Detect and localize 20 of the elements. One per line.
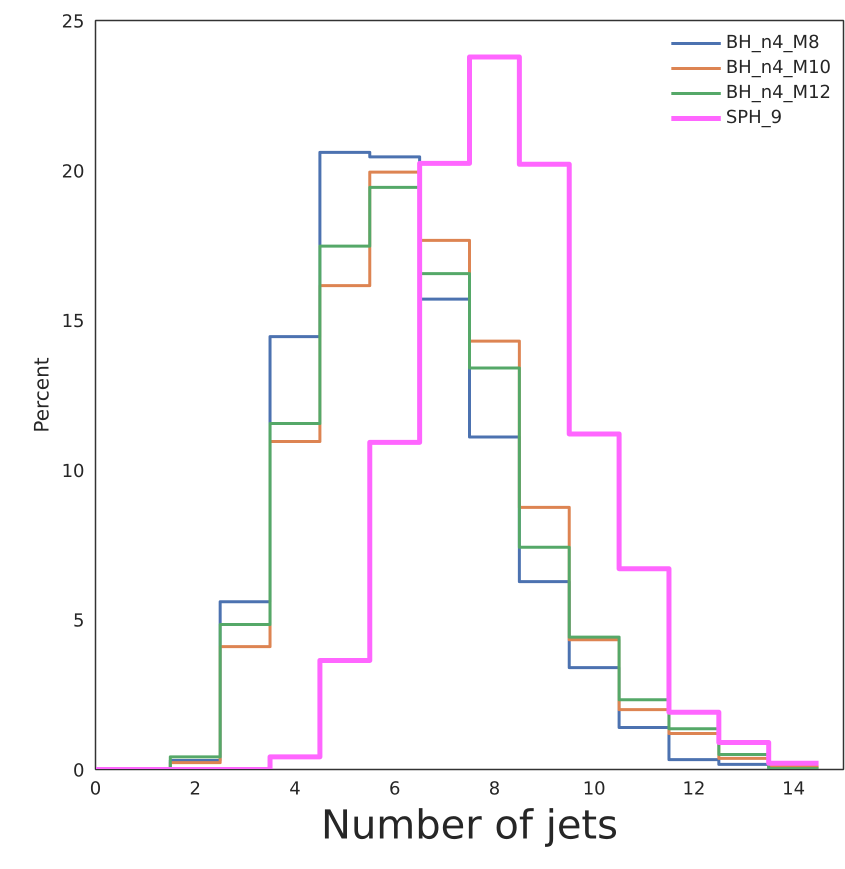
- legend-label: BH_n4_M10: [726, 57, 831, 78]
- legend-label: BH_n4_M12: [726, 82, 831, 103]
- x-tick-label: 0: [90, 778, 102, 800]
- x-axis-title: Number of jets: [321, 802, 618, 848]
- y-tick-label: 5: [73, 610, 84, 632]
- y-axis-title: Percent: [30, 357, 54, 433]
- y-tick-label: 15: [62, 311, 84, 332]
- x-tick-label: 6: [388, 778, 400, 800]
- x-tick-label: 14: [782, 778, 806, 800]
- y-tick-label: 25: [62, 12, 84, 32]
- x-tick-label: 12: [682, 778, 706, 800]
- x-tick-label: 10: [582, 778, 606, 800]
- x-tick-label: 8: [488, 778, 500, 800]
- y-tick-label: 10: [62, 460, 84, 482]
- x-tick-label: 4: [289, 778, 301, 800]
- legend-label: BH_n4_M8: [726, 32, 820, 53]
- legend-label: SPH_9: [726, 107, 782, 128]
- y-tick-label: 20: [62, 161, 84, 182]
- y-tick-label: 0: [73, 760, 84, 782]
- x-tick-label: 2: [190, 778, 201, 800]
